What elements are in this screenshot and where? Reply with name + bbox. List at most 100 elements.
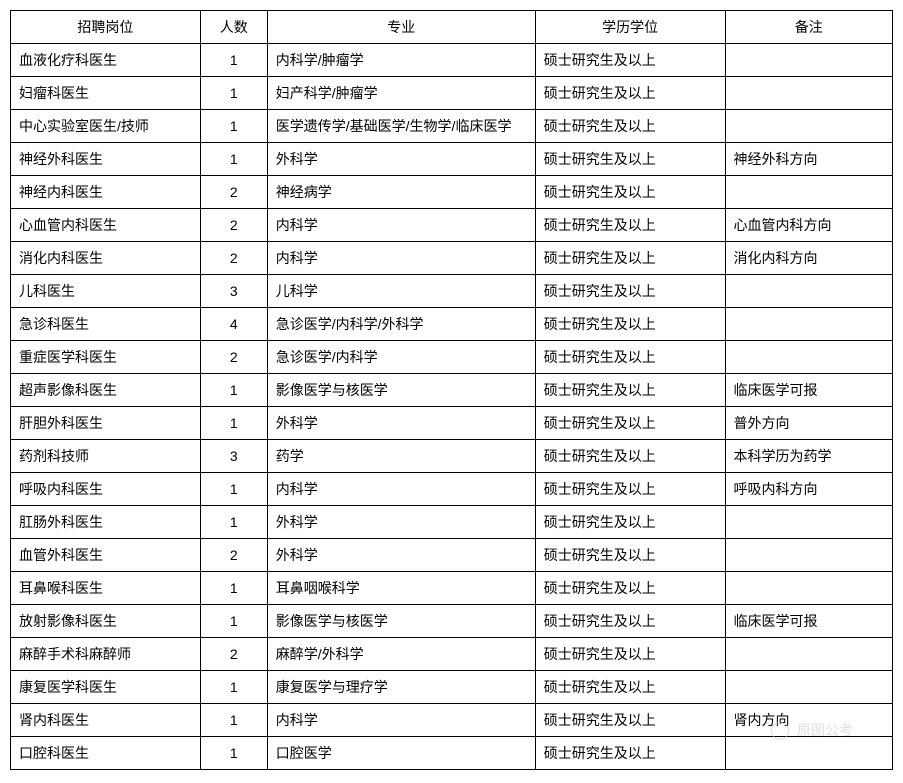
cell-degree: 硕士研究生及以上 — [535, 209, 725, 242]
cell-position: 心血管内科医生 — [11, 209, 201, 242]
table-row: 口腔科医生1口腔医学硕士研究生及以上 — [11, 737, 893, 770]
cell-degree: 硕士研究生及以上 — [535, 374, 725, 407]
cell-major: 影像医学与核医学 — [267, 605, 535, 638]
cell-note — [725, 737, 892, 770]
table-row: 心血管内科医生2内科学硕士研究生及以上心血管内科方向 — [11, 209, 893, 242]
cell-note — [725, 539, 892, 572]
cell-position: 麻醉手术科麻醉师 — [11, 638, 201, 671]
cell-note — [725, 275, 892, 308]
cell-degree: 硕士研究生及以上 — [535, 737, 725, 770]
cell-major: 外科学 — [267, 506, 535, 539]
cell-position: 放射影像科医生 — [11, 605, 201, 638]
cell-degree: 硕士研究生及以上 — [535, 44, 725, 77]
cell-count: 2 — [200, 176, 267, 209]
table-row: 呼吸内科医生1内科学硕士研究生及以上呼吸内科方向 — [11, 473, 893, 506]
cell-position: 神经外科医生 — [11, 143, 201, 176]
cell-major: 急诊医学/内科学 — [267, 341, 535, 374]
cell-position: 妇瘤科医生 — [11, 77, 201, 110]
cell-degree: 硕士研究生及以上 — [535, 605, 725, 638]
cell-degree: 硕士研究生及以上 — [535, 704, 725, 737]
cell-major: 内科学 — [267, 242, 535, 275]
cell-note — [725, 44, 892, 77]
cell-count: 2 — [200, 539, 267, 572]
cell-note — [725, 671, 892, 704]
cell-major: 医学遗传学/基础医学/生物学/临床医学 — [267, 110, 535, 143]
table-row: 耳鼻喉科医生1耳鼻咽喉科学硕士研究生及以上 — [11, 572, 893, 605]
cell-degree: 硕士研究生及以上 — [535, 77, 725, 110]
cell-count: 2 — [200, 341, 267, 374]
cell-note: 普外方向 — [725, 407, 892, 440]
cell-major: 药学 — [267, 440, 535, 473]
cell-note: 临床医学可报 — [725, 374, 892, 407]
cell-degree: 硕士研究生及以上 — [535, 110, 725, 143]
cell-position: 消化内科医生 — [11, 242, 201, 275]
recruitment-table: 招聘岗位 人数 专业 学历学位 备注 血液化疗科医生1内科学/肿瘤学硕士研究生及… — [10, 10, 893, 770]
cell-count: 3 — [200, 275, 267, 308]
cell-degree: 硕士研究生及以上 — [535, 341, 725, 374]
table-body: 血液化疗科医生1内科学/肿瘤学硕士研究生及以上妇瘤科医生1妇产科学/肿瘤学硕士研… — [11, 44, 893, 770]
cell-position: 肾内科医生 — [11, 704, 201, 737]
cell-count: 1 — [200, 407, 267, 440]
cell-count: 1 — [200, 143, 267, 176]
table-row: 儿科医生3儿科学硕士研究生及以上 — [11, 275, 893, 308]
cell-major: 口腔医学 — [267, 737, 535, 770]
header-note: 备注 — [725, 11, 892, 44]
table-row: 麻醉手术科麻醉师2麻醉学/外科学硕士研究生及以上 — [11, 638, 893, 671]
cell-note: 消化内科方向 — [725, 242, 892, 275]
cell-major: 耳鼻咽喉科学 — [267, 572, 535, 605]
table-row: 中心实验室医生/技师1医学遗传学/基础医学/生物学/临床医学硕士研究生及以上 — [11, 110, 893, 143]
cell-note — [725, 176, 892, 209]
table-row: 急诊科医生4急诊医学/内科学/外科学硕士研究生及以上 — [11, 308, 893, 341]
cell-count: 1 — [200, 473, 267, 506]
cell-degree: 硕士研究生及以上 — [535, 143, 725, 176]
cell-major: 内科学/肿瘤学 — [267, 44, 535, 77]
cell-note: 肾内方向 — [725, 704, 892, 737]
cell-count: 1 — [200, 77, 267, 110]
cell-count: 2 — [200, 209, 267, 242]
cell-count: 1 — [200, 110, 267, 143]
table-row: 神经外科医生1外科学硕士研究生及以上神经外科方向 — [11, 143, 893, 176]
cell-major: 急诊医学/内科学/外科学 — [267, 308, 535, 341]
cell-count: 1 — [200, 671, 267, 704]
cell-position: 超声影像科医生 — [11, 374, 201, 407]
cell-count: 4 — [200, 308, 267, 341]
cell-degree: 硕士研究生及以上 — [535, 242, 725, 275]
cell-note: 临床医学可报 — [725, 605, 892, 638]
cell-note — [725, 572, 892, 605]
cell-note — [725, 308, 892, 341]
cell-note — [725, 341, 892, 374]
table-row: 肛肠外科医生1外科学硕士研究生及以上 — [11, 506, 893, 539]
cell-count: 1 — [200, 374, 267, 407]
table-header: 招聘岗位 人数 专业 学历学位 备注 — [11, 11, 893, 44]
table-row: 重症医学科医生2急诊医学/内科学硕士研究生及以上 — [11, 341, 893, 374]
cell-position: 儿科医生 — [11, 275, 201, 308]
cell-major: 儿科学 — [267, 275, 535, 308]
table-row: 血液化疗科医生1内科学/肿瘤学硕士研究生及以上 — [11, 44, 893, 77]
cell-degree: 硕士研究生及以上 — [535, 440, 725, 473]
cell-count: 3 — [200, 440, 267, 473]
cell-position: 急诊科医生 — [11, 308, 201, 341]
header-degree: 学历学位 — [535, 11, 725, 44]
cell-major: 外科学 — [267, 539, 535, 572]
cell-degree: 硕士研究生及以上 — [535, 638, 725, 671]
table-row: 肾内科医生1内科学硕士研究生及以上肾内方向 — [11, 704, 893, 737]
cell-position: 肝胆外科医生 — [11, 407, 201, 440]
cell-position: 中心实验室医生/技师 — [11, 110, 201, 143]
cell-major: 内科学 — [267, 704, 535, 737]
cell-note — [725, 110, 892, 143]
cell-note: 神经外科方向 — [725, 143, 892, 176]
cell-degree: 硕士研究生及以上 — [535, 275, 725, 308]
table-row: 超声影像科医生1影像医学与核医学硕士研究生及以上临床医学可报 — [11, 374, 893, 407]
table-row: 放射影像科医生1影像医学与核医学硕士研究生及以上临床医学可报 — [11, 605, 893, 638]
table-header-row: 招聘岗位 人数 专业 学历学位 备注 — [11, 11, 893, 44]
cell-note — [725, 77, 892, 110]
cell-count: 1 — [200, 737, 267, 770]
table-row: 康复医学科医生1康复医学与理疗学硕士研究生及以上 — [11, 671, 893, 704]
cell-position: 耳鼻喉科医生 — [11, 572, 201, 605]
cell-count: 1 — [200, 605, 267, 638]
cell-note: 本科学历为药学 — [725, 440, 892, 473]
cell-position: 神经内科医生 — [11, 176, 201, 209]
cell-major: 外科学 — [267, 407, 535, 440]
cell-degree: 硕士研究生及以上 — [535, 671, 725, 704]
header-position: 招聘岗位 — [11, 11, 201, 44]
